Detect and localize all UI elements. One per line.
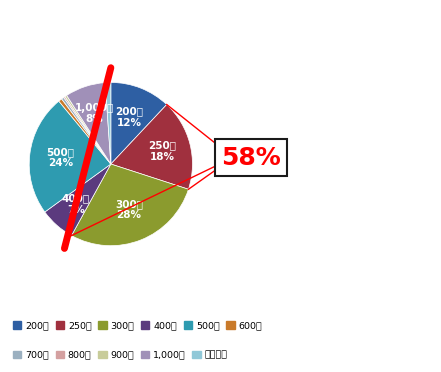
Legend: 200円, 250円, 300円, 400円, 500円, 600円: 200円, 250円, 300円, 400円, 500円, 600円 <box>9 317 266 334</box>
Text: 500円
24%: 500円 24% <box>47 147 75 169</box>
Text: 400円
7%: 400円 7% <box>62 193 90 215</box>
Wedge shape <box>111 105 192 189</box>
Text: 1,000円
8%: 1,000円 8% <box>75 103 114 125</box>
Wedge shape <box>67 83 111 164</box>
Text: 250円
18%: 250円 18% <box>148 140 176 162</box>
Wedge shape <box>64 97 111 164</box>
Wedge shape <box>65 95 111 164</box>
Wedge shape <box>59 99 111 164</box>
Legend: 700円, 800円, 900円, 1,000円, それ以上: 700円, 800円, 900円, 1,000円, それ以上 <box>9 347 232 363</box>
Wedge shape <box>62 97 111 164</box>
Wedge shape <box>111 83 167 164</box>
Wedge shape <box>71 164 188 246</box>
Text: 58%: 58% <box>221 145 281 170</box>
Text: 300円
28%: 300円 28% <box>115 199 143 220</box>
Wedge shape <box>105 83 111 164</box>
Wedge shape <box>29 101 111 212</box>
Wedge shape <box>45 164 111 235</box>
Text: 200円
12%: 200円 12% <box>116 106 143 128</box>
